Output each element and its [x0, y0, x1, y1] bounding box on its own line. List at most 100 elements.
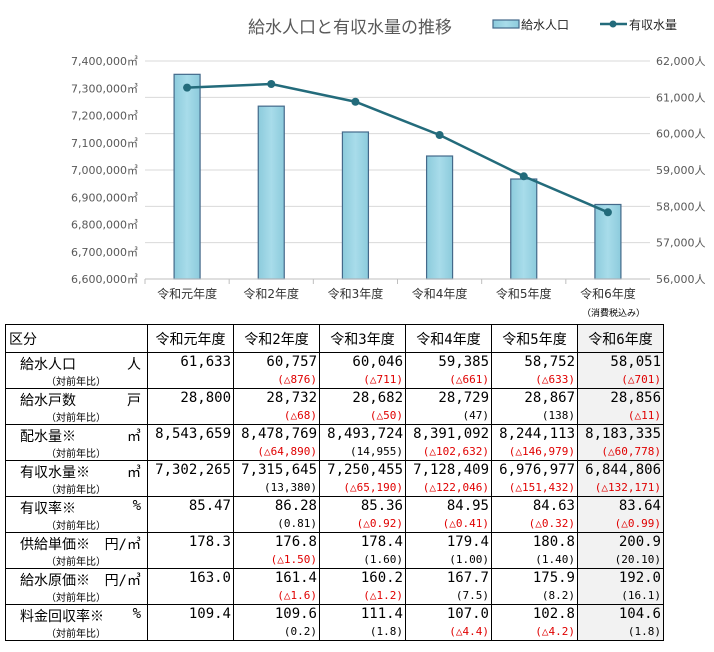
- table-cell: 84.63 (△0.32): [491, 496, 578, 533]
- cell-value: 60,757: [266, 354, 317, 370]
- x-axis-tick-label: 令和元年度: [157, 286, 217, 301]
- cell-change: (△122,046): [422, 481, 489, 494]
- row-name: 給水人口: [20, 357, 76, 373]
- cell-value: 167.7: [446, 570, 489, 586]
- cell-change: (△68): [283, 409, 317, 422]
- table-cell: 60,046 (△711): [319, 352, 406, 389]
- cell-value: 85.47: [188, 498, 231, 514]
- table-cell: 8,478,769 (△64,890): [233, 424, 320, 461]
- line-series-path: [187, 82, 609, 214]
- cell-change: (1.8): [369, 625, 403, 638]
- cell-change: (7.5): [455, 589, 489, 602]
- column-header: 令和3年度: [319, 324, 406, 353]
- cell-change: (△711): [363, 373, 403, 386]
- table-cell: 85.36 (△0.92): [319, 496, 406, 533]
- table-cell: 85.47: [147, 496, 234, 533]
- cell-change: (0.2): [283, 625, 317, 638]
- cell-value: 28,856: [610, 390, 661, 406]
- table-cell: 61,633: [147, 352, 234, 389]
- cell-value: 83.64: [618, 498, 661, 514]
- table-cell: 6,976,977 (△151,432): [491, 460, 578, 497]
- cell-change: (47): [462, 409, 490, 422]
- row-unit: %: [132, 498, 141, 514]
- cell-value: 6,976,977: [499, 462, 575, 478]
- cell-value: 85.36: [360, 498, 403, 514]
- cell-value: 84.63: [532, 498, 575, 514]
- table-cell: 83.64 (△0.99): [577, 496, 664, 533]
- table-row: 料金回収率※% （対前年比） 109.4 109.6 (0.2) 111.4 (1.8) 10…: [5, 604, 664, 641]
- table-cell: 7,302,265: [147, 460, 234, 497]
- cell-value: 176.8: [274, 534, 317, 550]
- row-name: 有収率※: [20, 501, 76, 517]
- row-unit: 円/㎥: [104, 537, 141, 553]
- cell-value: 7,128,409: [413, 462, 489, 478]
- cell-change: (△661): [449, 373, 489, 386]
- cell-value: 8,391,092: [413, 426, 489, 442]
- cell-value: 107.0: [446, 606, 489, 622]
- cell-change: (△1.6): [277, 589, 317, 602]
- right-axis-tick-label: 61,000人: [656, 91, 706, 104]
- table-cell: 8,543,659: [147, 424, 234, 461]
- cell-change: (13,380): [264, 481, 317, 494]
- left-axis-tick-label: 7,200,000㎥: [71, 110, 138, 123]
- cell-change: (△701): [621, 373, 661, 386]
- tax-note: （消費税込み）: [582, 309, 646, 319]
- table-cell: 58,752 (△633): [491, 352, 578, 389]
- table-cell: 200.9 (20.10): [577, 532, 664, 569]
- row-sub-label: （対前年比）: [46, 377, 106, 388]
- table-cell: 192.0 (16.1): [577, 568, 664, 605]
- legend-line-marker: [609, 20, 617, 28]
- table-cell: 104.6 (1.8): [577, 604, 664, 641]
- x-axis-tick-label: 令和3年度: [328, 286, 384, 301]
- cell-change: (△50): [369, 409, 403, 422]
- legend-line-label: 有収水量: [629, 18, 677, 32]
- cell-value: 179.4: [446, 534, 489, 550]
- table-cell: 84.95 (△0.41): [405, 496, 492, 533]
- cell-value: 180.8: [532, 534, 575, 550]
- row-label-cell: 料金回収率※% （対前年比）: [5, 604, 148, 641]
- right-axis-tick-label: 60,000人: [656, 128, 706, 141]
- cell-change: (△146,979): [508, 445, 575, 458]
- table-cell: 109.4: [147, 604, 234, 641]
- cell-change: (△0.32): [528, 517, 575, 530]
- cell-value: 86.28: [274, 498, 317, 514]
- row-name: 供給単価※: [20, 537, 90, 553]
- bar-令和4年度: [425, 155, 454, 280]
- right-axis-tick-label: 62,000人: [656, 55, 706, 68]
- row-sub-label: （対前年比）: [46, 413, 106, 424]
- row-label-cell: 給水人口 人 （対前年比）: [5, 352, 148, 389]
- bar-令和元年度: [173, 73, 201, 280]
- cell-change: (1.00): [449, 553, 489, 566]
- table-cell: 28,682 (△50): [319, 388, 406, 425]
- row-name: 料金回収率※: [20, 609, 104, 625]
- cell-value: 161.4: [274, 570, 317, 586]
- cell-change: (14,955): [350, 445, 403, 458]
- table-cell: 178.4 (1.60): [319, 532, 406, 569]
- cell-change: (△633): [535, 373, 575, 386]
- cell-change: (△4.2): [535, 625, 575, 638]
- cell-change: (△11): [627, 409, 661, 422]
- column-header: 令和5年度: [491, 324, 578, 353]
- cell-value: 178.3: [188, 534, 231, 550]
- left-axis-tick-label: 7,400,000㎥: [71, 55, 138, 68]
- line-point-令和6年度: [603, 208, 612, 217]
- right-axis-tick-label: 56,000人: [656, 273, 706, 286]
- row-label-cell: 有収率※% （対前年比）: [5, 496, 148, 533]
- bar-令和2年度: [257, 105, 285, 280]
- legend-bar-swatch: [492, 19, 520, 29]
- table-cell: 160.2 (△1.2): [319, 568, 406, 605]
- cell-change: (1.40): [535, 553, 575, 566]
- cell-value: 7,250,455: [327, 462, 403, 478]
- table-row: 供給単価※ 円/㎥ （対前年比） 178.3 176.8 (△1.50) 178.4 (1.6…: [5, 532, 664, 569]
- line-point-令和4年度: [435, 131, 444, 140]
- table-row: 配水量※ ㎥（対前年比） 8,543,659 8,478,769 (△64,890) 8,…: [5, 424, 664, 461]
- cell-value: 28,867: [524, 390, 575, 406]
- cell-change: (16.1): [621, 589, 661, 602]
- row-unit: %: [132, 606, 141, 622]
- cell-value: 192.0: [618, 570, 661, 586]
- cell-value: 58,752: [524, 354, 575, 370]
- left-axis-tick-label: 7,300,000㎥: [71, 82, 138, 95]
- cell-value: 102.8: [532, 606, 575, 622]
- cell-change: (1.60): [363, 553, 403, 566]
- table-cell: 8,183,335 (△60,778): [577, 424, 664, 461]
